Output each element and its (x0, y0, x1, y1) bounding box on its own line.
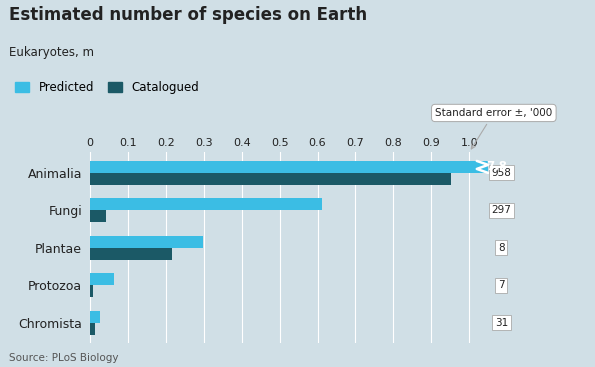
Bar (90, 285, 93, 297)
Bar (90, 173, 452, 185)
Text: 958: 958 (491, 168, 511, 178)
Text: 7.8: 7.8 (486, 160, 508, 173)
Text: 297: 297 (491, 205, 511, 215)
Bar (90, 310, 101, 323)
Text: 8: 8 (498, 243, 505, 253)
Bar (90, 248, 171, 260)
Bar (90, 210, 107, 222)
Bar (90, 273, 114, 285)
Bar (90, 236, 203, 248)
Bar (90, 323, 95, 335)
Bar (90, 161, 488, 173)
Text: Estimated number of species on Earth: Estimated number of species on Earth (9, 6, 367, 23)
Text: 7: 7 (498, 280, 505, 290)
Bar (90, 198, 322, 210)
Text: Standard error ±, '000: Standard error ±, '000 (435, 108, 552, 149)
Legend: Predicted, Catalogued: Predicted, Catalogued (15, 81, 199, 94)
Text: Eukaryotes, m: Eukaryotes, m (9, 46, 94, 59)
Text: Source: PLoS Biology: Source: PLoS Biology (9, 353, 118, 363)
Text: 31: 31 (495, 317, 508, 328)
